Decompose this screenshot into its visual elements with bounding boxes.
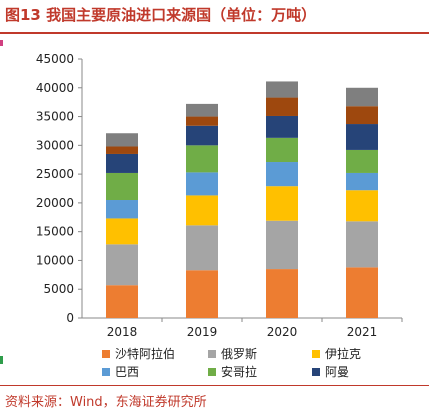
bar-segment (346, 87, 378, 107)
bar-segment (106, 218, 138, 245)
y-tick-label: 40000 (36, 81, 74, 95)
bar-segment (346, 267, 378, 318)
stacked-bar-chart: 0 5000 10000 15000 20000 25000 30000 35000 40000… (36, 52, 403, 339)
bar-segment (106, 285, 138, 318)
bar-segment (186, 195, 218, 226)
legend-swatch (208, 367, 216, 376)
y-tick-label: 15000 (36, 225, 74, 239)
legend-label: 阿曼 (325, 365, 350, 379)
legend-label: 巴西 (115, 365, 140, 379)
y-tick-label: 0 (66, 311, 74, 325)
bar-segment (106, 146, 138, 154)
legend-swatch (312, 367, 320, 376)
bar-segment (266, 269, 298, 318)
bar-segment (106, 133, 138, 147)
legend-item: 俄罗斯 (208, 345, 257, 362)
x-tick-label: 2018 (107, 325, 138, 339)
legend-label: 俄罗斯 (221, 347, 258, 361)
legend-item: 阿曼 (312, 363, 349, 380)
legend-swatch (102, 349, 110, 358)
bar-segment (186, 103, 218, 117)
legend-swatch (208, 349, 216, 358)
source-note: 资料来源：Wind，东海证券研究所 (5, 395, 207, 410)
bar-segment (346, 149, 378, 173)
bar-segment (266, 81, 298, 98)
bar-segment (266, 162, 298, 187)
footer-divider (0, 385, 429, 386)
bar-segment (266, 97, 298, 116)
y-tick-label: 45000 (36, 52, 74, 66)
x-tick-label: 2021 (347, 325, 378, 339)
y-tick-label: 20000 (36, 196, 74, 210)
x-tick-label: 2020 (267, 325, 298, 339)
bar-segment (186, 125, 218, 146)
legend-item: 安哥拉 (208, 363, 257, 380)
y-tick-label: 35000 (36, 110, 74, 124)
y-tick-label: 10000 (36, 253, 74, 267)
bar-segment (346, 124, 378, 150)
legend-label: 安哥拉 (221, 365, 258, 379)
title-divider (0, 32, 429, 34)
y-tick-label: 5000 (43, 282, 74, 296)
bar-segment (106, 153, 138, 173)
legend-item: 巴西 (102, 363, 139, 380)
bar-segment (266, 186, 298, 221)
legend-swatch (102, 367, 110, 376)
bar-segment (346, 221, 378, 268)
bar-segment (346, 190, 378, 222)
bar-segment (106, 200, 138, 219)
bar-segment (346, 106, 378, 125)
bar-segment (106, 172, 138, 201)
legend-label: 沙特阿拉伯 (115, 347, 176, 361)
bar-segment (186, 145, 218, 173)
bar-segment (106, 244, 138, 286)
left-edge-marker (0, 40, 3, 46)
y-tick-label: 25000 (36, 167, 74, 181)
legend-swatch (312, 349, 320, 358)
bar-segment (266, 115, 298, 138)
legend-item: 伊拉克 (312, 345, 361, 362)
bar-segment (346, 172, 378, 191)
bar-segment (266, 137, 298, 163)
chart-legend: 沙特阿拉伯 俄罗斯 伊拉克巴西 安哥拉 阿曼 (0, 345, 429, 383)
chart-title: 图13 我国主要原油进口来源国（单位：万吨） (5, 6, 317, 24)
x-tick-label: 2019 (187, 325, 218, 339)
bar-segment (186, 225, 218, 271)
left-edge-marker (0, 356, 3, 364)
y-tick-label: 30000 (36, 138, 74, 152)
bar-segment (186, 270, 218, 318)
legend-item: 沙特阿拉伯 (102, 345, 175, 362)
bar-segment (186, 116, 218, 126)
legend-label: 伊拉克 (325, 347, 362, 361)
bar-segment (186, 172, 218, 196)
bar-segment (266, 220, 298, 270)
